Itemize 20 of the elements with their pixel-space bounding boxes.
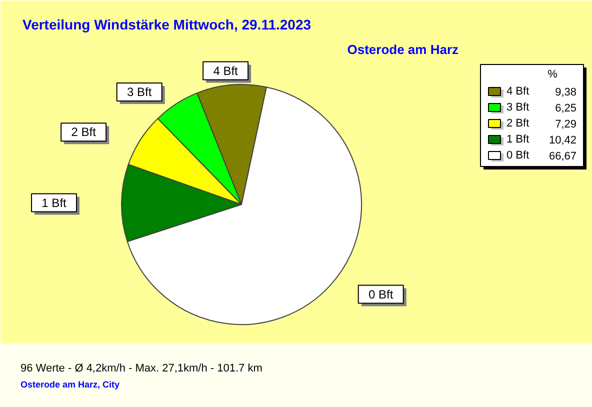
legend-title: % (548, 68, 558, 80)
data-label: 9,38 (555, 86, 577, 98)
data-label: 7,29 (555, 118, 577, 130)
text: 96 Werte - Ø 4,2km/h - Max. 27,1km/h - 101.7 km (20, 362, 262, 374)
chart-subtitle: Osterode am Harz (347, 42, 459, 57)
slice-label: 3 Bft (127, 84, 152, 99)
data-label: 66,67 (548, 150, 577, 162)
category-label: 1 Bft (42, 196, 66, 210)
legend-label: 2 Bft (506, 118, 530, 130)
data-label: 10,42 (548, 134, 577, 146)
legend-label: 0 Bft (506, 150, 530, 162)
text: Osterode am Harz, City (20, 380, 120, 390)
legend-label: 3 Bft (506, 102, 530, 114)
slice-label: 4 Bft (213, 64, 239, 78)
slice-label: 0 Bft (368, 287, 394, 302)
legend-label: 4 Bft (506, 86, 530, 98)
chart-title: Verteilung Windstärke Mittwoch, 29.11.2023 (22, 16, 312, 32)
slice-label: 2 Bft (71, 125, 97, 140)
legend-label: 1 Bft (506, 134, 530, 146)
data-label: 6,25 (555, 102, 577, 114)
